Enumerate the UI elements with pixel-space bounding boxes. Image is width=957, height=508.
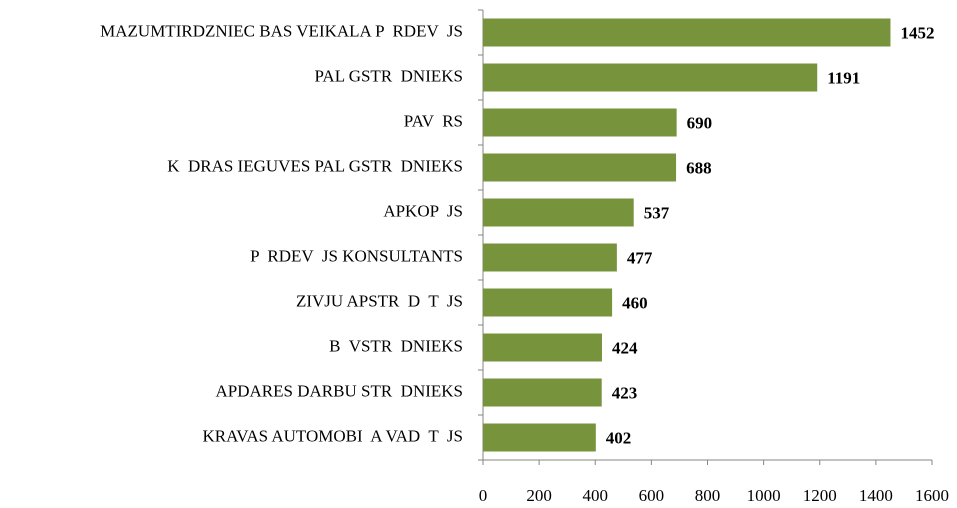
y-tick-label: APDARES DARBU STR DNIEKS: [216, 381, 463, 400]
value-label: 423: [612, 383, 638, 402]
x-tick-label: 400: [583, 486, 609, 505]
x-tick-label: 1400: [859, 486, 893, 505]
x-tick-label: 200: [526, 486, 552, 505]
value-label: 477: [627, 248, 653, 267]
y-tick-label: APKOP JS: [383, 201, 463, 220]
bar: [483, 18, 891, 47]
value-label: 424: [612, 338, 638, 357]
value-label: 460: [622, 293, 648, 312]
bar: [483, 63, 818, 92]
x-tick-label: 1000: [747, 486, 781, 505]
x-tick-label: 600: [639, 486, 665, 505]
x-tick-label: 1200: [803, 486, 837, 505]
x-tick-label: 0: [479, 486, 488, 505]
value-label: 1191: [827, 68, 860, 87]
y-tick-label: PAL GSTR DNIEKS: [315, 66, 463, 85]
bar: [483, 333, 602, 362]
y-tick-label: ZIVJU APSTR D T JS: [296, 291, 463, 310]
bar: [483, 153, 677, 182]
bar: [483, 288, 613, 317]
bar: [483, 243, 617, 272]
bar: [483, 108, 677, 137]
value-label: 688: [686, 158, 712, 177]
value-label: 402: [606, 428, 632, 447]
y-tick-label: P RDEV JS KONSULTANTS: [250, 246, 463, 265]
bar: [483, 198, 634, 227]
y-tick-label: MAZUMTIRDZNIEC BAS VEIKALA P RDEV JS: [100, 21, 463, 40]
y-tick-label: PAV RS: [404, 111, 463, 130]
value-label: 690: [687, 113, 713, 132]
x-tick-label: 1600: [915, 486, 949, 505]
value-label: 537: [644, 203, 670, 222]
y-tick-label: KRAVAS AUTOMOBI A VAD T JS: [203, 426, 463, 445]
y-tick-label: B VSTR DNIEKS: [329, 336, 463, 355]
y-tick-label: K DRAS IEGUVES PAL GSTR DNIEKS: [167, 156, 463, 175]
x-tick-label: 800: [695, 486, 721, 505]
bar: [483, 378, 602, 407]
bar: [483, 423, 596, 452]
value-label: 1452: [900, 23, 934, 42]
